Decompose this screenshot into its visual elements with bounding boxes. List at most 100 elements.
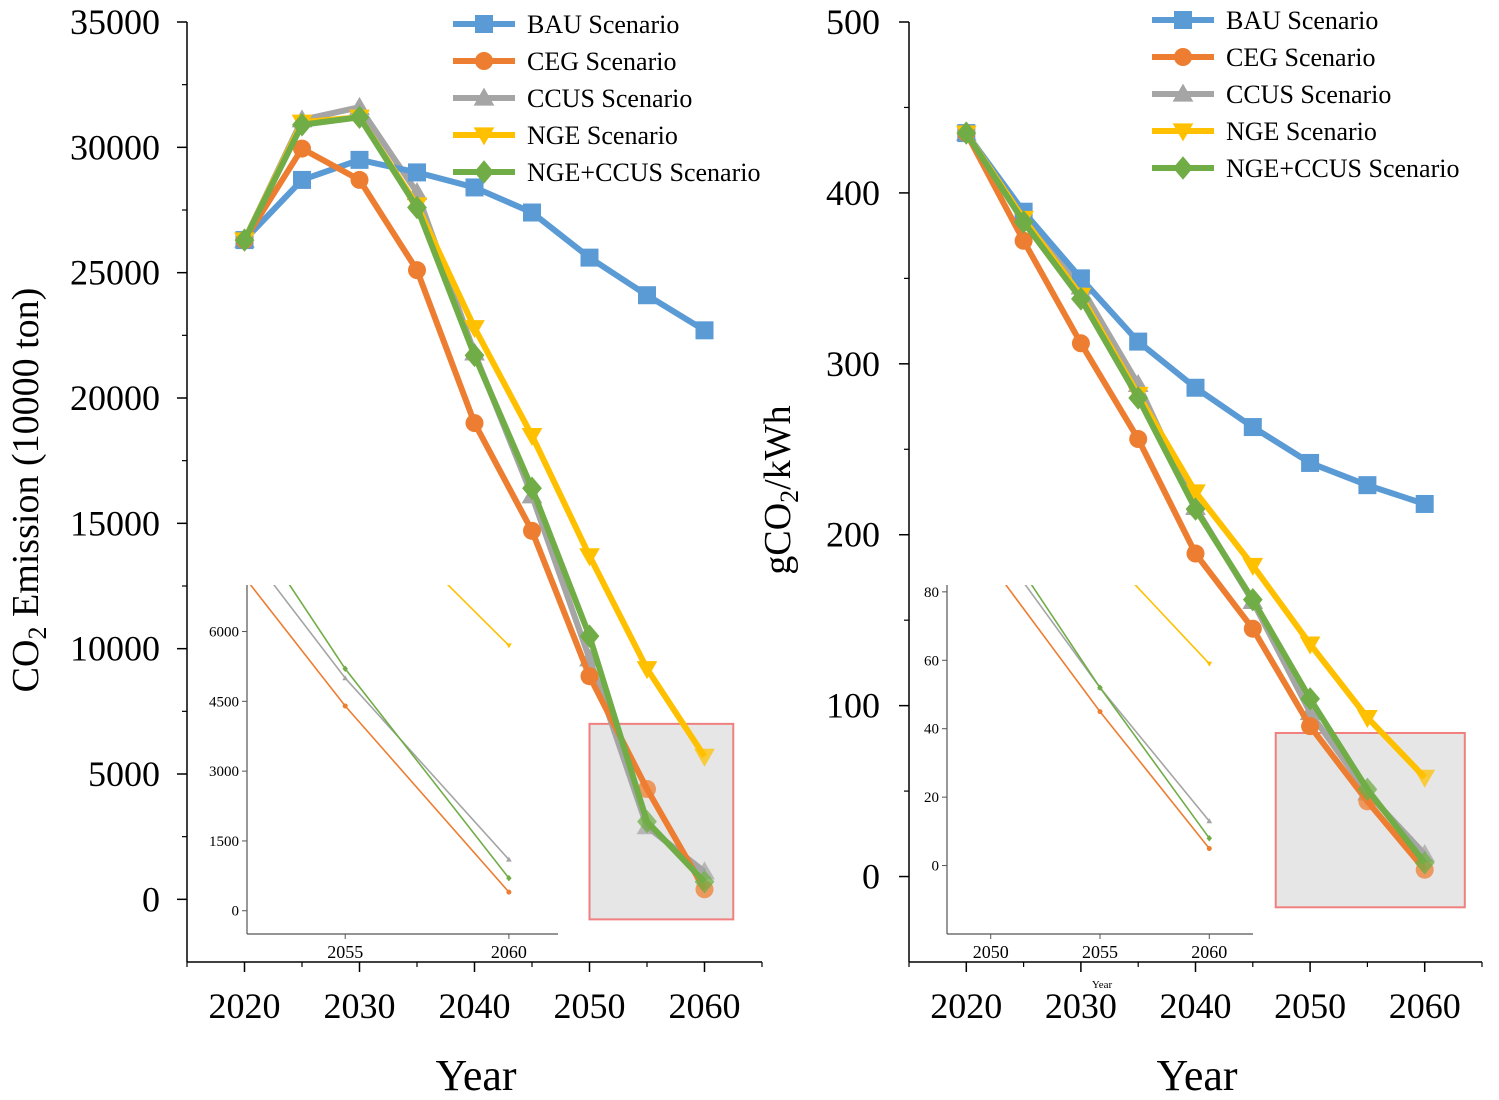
- point-nge-plus-ccus-scenario: [1071, 287, 1091, 311]
- inset-point-ceg-scenario: [988, 562, 993, 567]
- series-ceg-scenario: [235, 139, 714, 899]
- inset-line-ccus-scenario: [273, 585, 510, 861]
- point-ceg-scenario: [638, 780, 656, 799]
- series-nge-scenario: [234, 109, 715, 767]
- inset-point-ccus-scenario: [179, 461, 185, 466]
- inset-x-tick-label: 2055: [327, 942, 363, 962]
- legend-item-ccus-scenario: CCUS Scenario: [1152, 80, 1391, 109]
- inset-point-nge-plus-ccus-scenario: [342, 665, 348, 673]
- y-tick-label: 35000: [70, 2, 160, 42]
- point-bau-scenario: [695, 321, 714, 340]
- point-ceg-scenario: [350, 170, 369, 189]
- legend-label: BAU Scenario: [1226, 6, 1378, 35]
- legend-item-bau-scenario: BAU Scenario: [453, 10, 679, 39]
- x-tick-label: 2050: [1274, 986, 1346, 1026]
- legend-swatch-marker: [1174, 48, 1192, 66]
- legend-item-bau-scenario: BAU Scenario: [1152, 6, 1378, 35]
- legend-swatch-marker: [1172, 83, 1194, 102]
- inset-y-tick-label: 20: [924, 790, 939, 806]
- legend-swatch-marker: [473, 87, 495, 106]
- inset-line-nge-scenario: [1134, 585, 1210, 665]
- inset-point-nge-scenario: [1206, 661, 1213, 667]
- y-tick-label: 300: [826, 344, 880, 384]
- y-tick-label: 15000: [70, 503, 160, 543]
- point-nge-scenario: [1299, 636, 1321, 655]
- point-ceg-scenario: [465, 414, 484, 433]
- inset-point-ccus-scenario: [1206, 818, 1213, 824]
- inset-point-ccus-scenario: [988, 534, 994, 539]
- point-ceg-scenario: [1301, 717, 1320, 736]
- point-ceg-scenario: [408, 261, 426, 280]
- x-tick-label: 2060: [1389, 986, 1461, 1026]
- inset-y-tick-label: 0: [232, 904, 240, 920]
- x-axis-label: Year: [1156, 1051, 1237, 1100]
- legend-item-nge-plus-ccus-scenario: NGE+CCUS Scenario: [1152, 154, 1459, 183]
- x-tick-label: 2020: [930, 986, 1002, 1026]
- inset-point-ceg-scenario: [506, 889, 512, 895]
- legend-label: BAU Scenario: [527, 10, 679, 39]
- y-tick-label: 100: [826, 686, 880, 726]
- point-bau-scenario: [1186, 378, 1205, 397]
- point-ceg-scenario: [523, 521, 541, 540]
- legend-swatch-marker: [473, 127, 495, 146]
- point-nge-plus-ccus-scenario: [956, 121, 977, 145]
- legend-swatch-marker: [1173, 156, 1193, 180]
- inset-y-tick-label: 6000: [209, 625, 239, 641]
- point-nge-plus-ccus-scenario: [1242, 587, 1263, 612]
- inset-x-tick-label: 2060: [1191, 942, 1227, 962]
- inset-point-nge-plus-ccus-scenario: [1097, 684, 1103, 691]
- legend-item-ceg-scenario: CEG Scenario: [453, 47, 676, 76]
- series-nge-plus-ccus-scenario: [234, 105, 715, 894]
- inset-point-nge-scenario: [342, 481, 348, 486]
- point-bau-scenario: [293, 170, 311, 189]
- inset-y-tick-label: 60: [924, 653, 939, 669]
- legend: BAU Scenario CEG Scenario CCUS Scenario NGE…: [453, 10, 760, 187]
- line-bau-scenario: [963, 131, 1426, 507]
- y-tick-label: 0: [142, 879, 160, 919]
- inset-series: [988, 534, 1213, 851]
- inset-point-ceg-scenario: [1097, 709, 1103, 715]
- y-tick-label: 400: [826, 173, 880, 213]
- inset-line-ceg-scenario: [1004, 585, 1210, 849]
- line-nge-scenario: [963, 131, 1427, 780]
- legend-label: NGE+CCUS Scenario: [1226, 154, 1459, 183]
- point-nge-scenario: [636, 661, 658, 680]
- point-ceg-scenario: [1243, 619, 1262, 638]
- inset-line-ccus-scenario: [1024, 585, 1210, 822]
- y-tick-label: 25000: [70, 253, 160, 293]
- point-nge-plus-ccus-scenario: [1185, 497, 1206, 521]
- point-nge-scenario: [1357, 709, 1378, 728]
- point-bau-scenario: [350, 150, 369, 169]
- point-nge-plus-ccus-scenario: [1414, 851, 1435, 875]
- x-tick-label: 2060: [669, 986, 741, 1026]
- point-bau-scenario: [1071, 269, 1090, 288]
- x-tick-label: 2040: [439, 986, 511, 1026]
- point-nge-plus-ccus-scenario: [522, 476, 542, 500]
- point-nge-plus-ccus-scenario: [407, 195, 427, 220]
- point-nge-plus-ccus-scenario: [1357, 777, 1378, 802]
- legend-label: NGE Scenario: [1226, 117, 1377, 146]
- point-nge-plus-ccus-scenario: [1300, 687, 1320, 711]
- point-ceg-scenario: [1129, 430, 1148, 449]
- point-ceg-scenario: [1186, 544, 1205, 563]
- inset-point-ccus-scenario: [506, 856, 512, 862]
- y-tick-label: 10000: [70, 629, 160, 669]
- legend-label: CCUS Scenario: [527, 84, 692, 113]
- x-tick-label: 2030: [324, 986, 396, 1026]
- point-nge-plus-ccus-scenario: [349, 105, 370, 129]
- point-bau-scenario: [465, 178, 484, 197]
- point-nge-plus-ccus-scenario: [579, 624, 600, 648]
- zoom-highlight-box: [1274, 731, 1466, 909]
- point-ceg-scenario: [1014, 231, 1033, 250]
- y-tick-label: 30000: [70, 127, 160, 167]
- inset-plot: 0 20 40 60 80 2050 2055 2060: [924, 534, 1253, 962]
- point-bau-scenario: [1415, 494, 1434, 513]
- point-bau-scenario: [1243, 418, 1262, 437]
- legend-swatch-marker: [475, 52, 493, 70]
- point-bau-scenario: [580, 248, 599, 267]
- x-tick-label: 2050: [554, 986, 626, 1026]
- inset-plot: 0 1500 3000 4500 6000 2055 2060: [179, 461, 558, 962]
- legend-item-nge-scenario: NGE Scenario: [1152, 117, 1377, 146]
